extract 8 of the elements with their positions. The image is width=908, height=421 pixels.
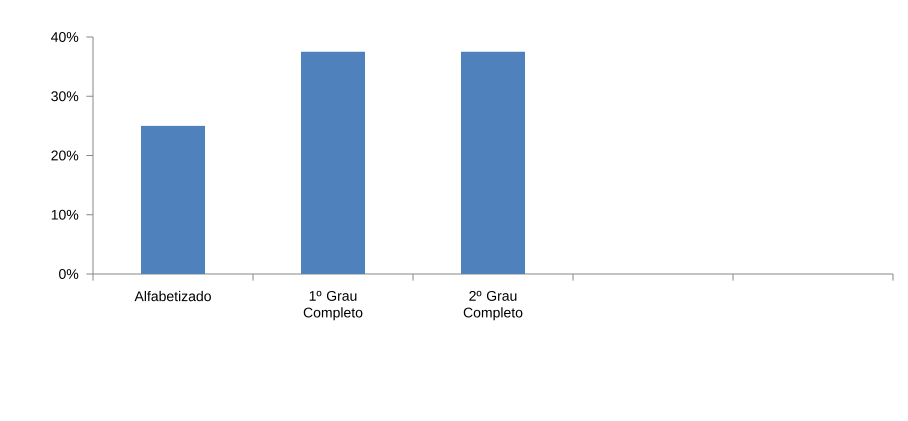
y-tick-label: 20% xyxy=(51,150,78,160)
x-tick-label: 2º Grau Completo xyxy=(464,290,522,320)
y-tick-label: 10% xyxy=(52,210,78,220)
y-tick-label: 40% xyxy=(51,32,78,42)
y-tick-label: 0% xyxy=(59,269,78,279)
x-tick-label: 1º Grau Completo xyxy=(304,290,362,320)
y-tick-label: 30% xyxy=(51,91,78,102)
x-tick-label: Alfabetizado xyxy=(134,290,211,302)
